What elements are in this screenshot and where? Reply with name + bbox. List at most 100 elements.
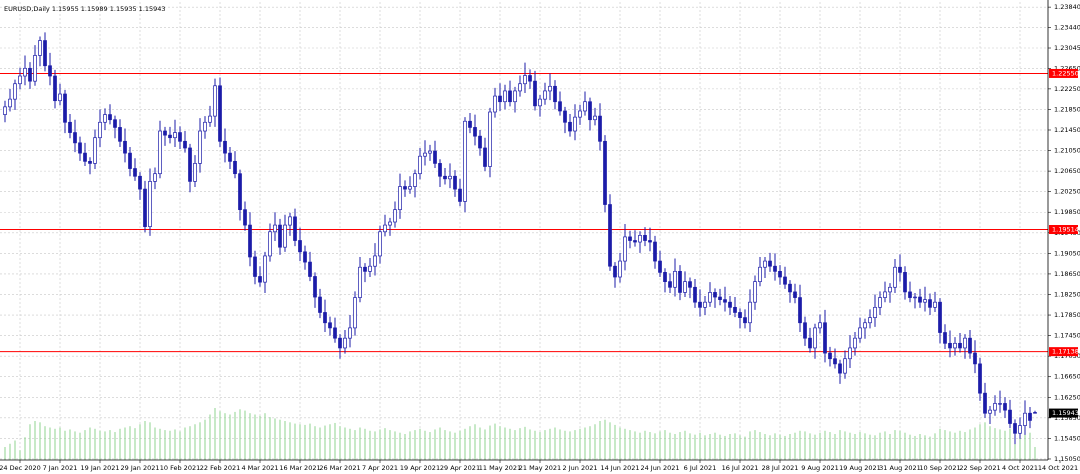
candle-body: [198, 130, 202, 164]
volume-bar: [664, 430, 666, 460]
candle-body: [113, 119, 117, 128]
volume-bar: [919, 434, 921, 460]
volume-bar: [434, 429, 436, 460]
candle-body: [668, 281, 672, 288]
candle-body: [1013, 423, 1017, 434]
x-tick-label: 4 Oct 2021: [1002, 464, 1038, 472]
y-tick-label: 1.17050: [1054, 352, 1080, 360]
candle-body: [83, 152, 87, 162]
volume-bar: [639, 432, 641, 460]
volume-bar: [364, 428, 366, 460]
candle-body: [328, 322, 332, 329]
volume-bar: [339, 426, 341, 460]
candle-body: [1033, 412, 1037, 414]
candle-body: [158, 130, 162, 175]
volume-bar: [264, 413, 266, 460]
volume-bar: [369, 430, 371, 460]
volume-bar: [524, 426, 526, 460]
candle-body: [493, 95, 497, 113]
candle-body: [1003, 403, 1007, 411]
x-tick-label: 2 Jun 2021: [563, 464, 598, 472]
volume-bar: [374, 431, 376, 460]
volume-bar: [414, 430, 416, 460]
candle-body: [398, 186, 402, 211]
candle-body: [273, 224, 277, 233]
candle-body: [388, 221, 392, 226]
candle-body: [878, 297, 882, 308]
candle-body: [363, 266, 367, 272]
volume-bar: [29, 424, 31, 460]
y-tick-label: 1.21050: [1054, 147, 1080, 155]
x-tick-label: 14 Jun 2021: [600, 464, 639, 472]
candle-body: [548, 85, 552, 92]
candle-body: [128, 152, 132, 169]
candle-body: [873, 306, 877, 318]
y-tick-label: 1.15050: [1054, 455, 1080, 463]
candle-body: [768, 260, 772, 267]
candle-body: [453, 175, 457, 190]
volume-bar: [309, 423, 311, 460]
candle-body: [478, 135, 482, 149]
volume-bar: [1034, 447, 1036, 460]
volume-bar: [629, 430, 631, 460]
volume-bar: [734, 433, 736, 460]
candle-body: [693, 286, 697, 303]
candle-body: [88, 160, 92, 164]
volume-layer: [4, 408, 1036, 460]
candle-body: [968, 337, 972, 354]
volume-bar: [1004, 430, 1006, 460]
candle-body: [188, 147, 192, 182]
level-label-box: [1049, 68, 1078, 78]
candle-body: [618, 260, 622, 278]
volume-bar: [689, 433, 691, 460]
volume-bar: [74, 431, 76, 460]
volume-bar: [444, 430, 446, 460]
candle-body: [333, 327, 337, 339]
candle-body: [438, 163, 442, 177]
candle-body: [413, 173, 417, 187]
candle-body: [403, 186, 407, 190]
volume-bar: [709, 434, 711, 460]
candle-body: [723, 299, 727, 303]
candle-body: [73, 132, 77, 144]
candle-body: [983, 392, 987, 414]
candle-body: [213, 85, 217, 117]
candle-body: [173, 132, 177, 139]
volume-bar: [64, 430, 66, 460]
volume-bar: [1024, 431, 1026, 460]
volume-bar: [114, 432, 116, 460]
volume-bar: [989, 426, 991, 460]
y-tick-label: 1.19850: [1054, 208, 1080, 216]
volume-bar: [409, 431, 411, 460]
level-label-box: [1049, 225, 1078, 235]
candle-body: [833, 358, 837, 365]
volume-bar: [349, 428, 351, 460]
candle-body: [168, 134, 172, 139]
candle-body: [743, 317, 747, 324]
candle-body: [688, 281, 692, 288]
volume-bar: [874, 435, 876, 460]
candle-body: [283, 224, 287, 248]
volume-bar: [894, 430, 896, 460]
candle-body: [148, 181, 152, 227]
candle-body: [218, 85, 222, 142]
volume-bar: [459, 430, 461, 460]
volume-bar: [384, 428, 386, 460]
candle-body: [343, 337, 347, 349]
volume-bar: [834, 434, 836, 460]
volume-bar: [879, 432, 881, 460]
volume-bar: [254, 414, 256, 460]
volume-bar: [614, 424, 616, 460]
candle-body: [523, 75, 527, 85]
candle-body: [553, 85, 557, 103]
volume-bar: [694, 434, 696, 460]
candle-body: [103, 114, 107, 123]
candle-body: [738, 312, 742, 318]
volume-bar: [14, 440, 16, 460]
x-tick-label: 21 May 2021: [519, 464, 561, 472]
candle-body: [653, 241, 657, 262]
candle-body: [598, 115, 602, 142]
candle-body: [318, 296, 322, 313]
candle-body: [488, 111, 492, 167]
volume-bar: [774, 433, 776, 460]
